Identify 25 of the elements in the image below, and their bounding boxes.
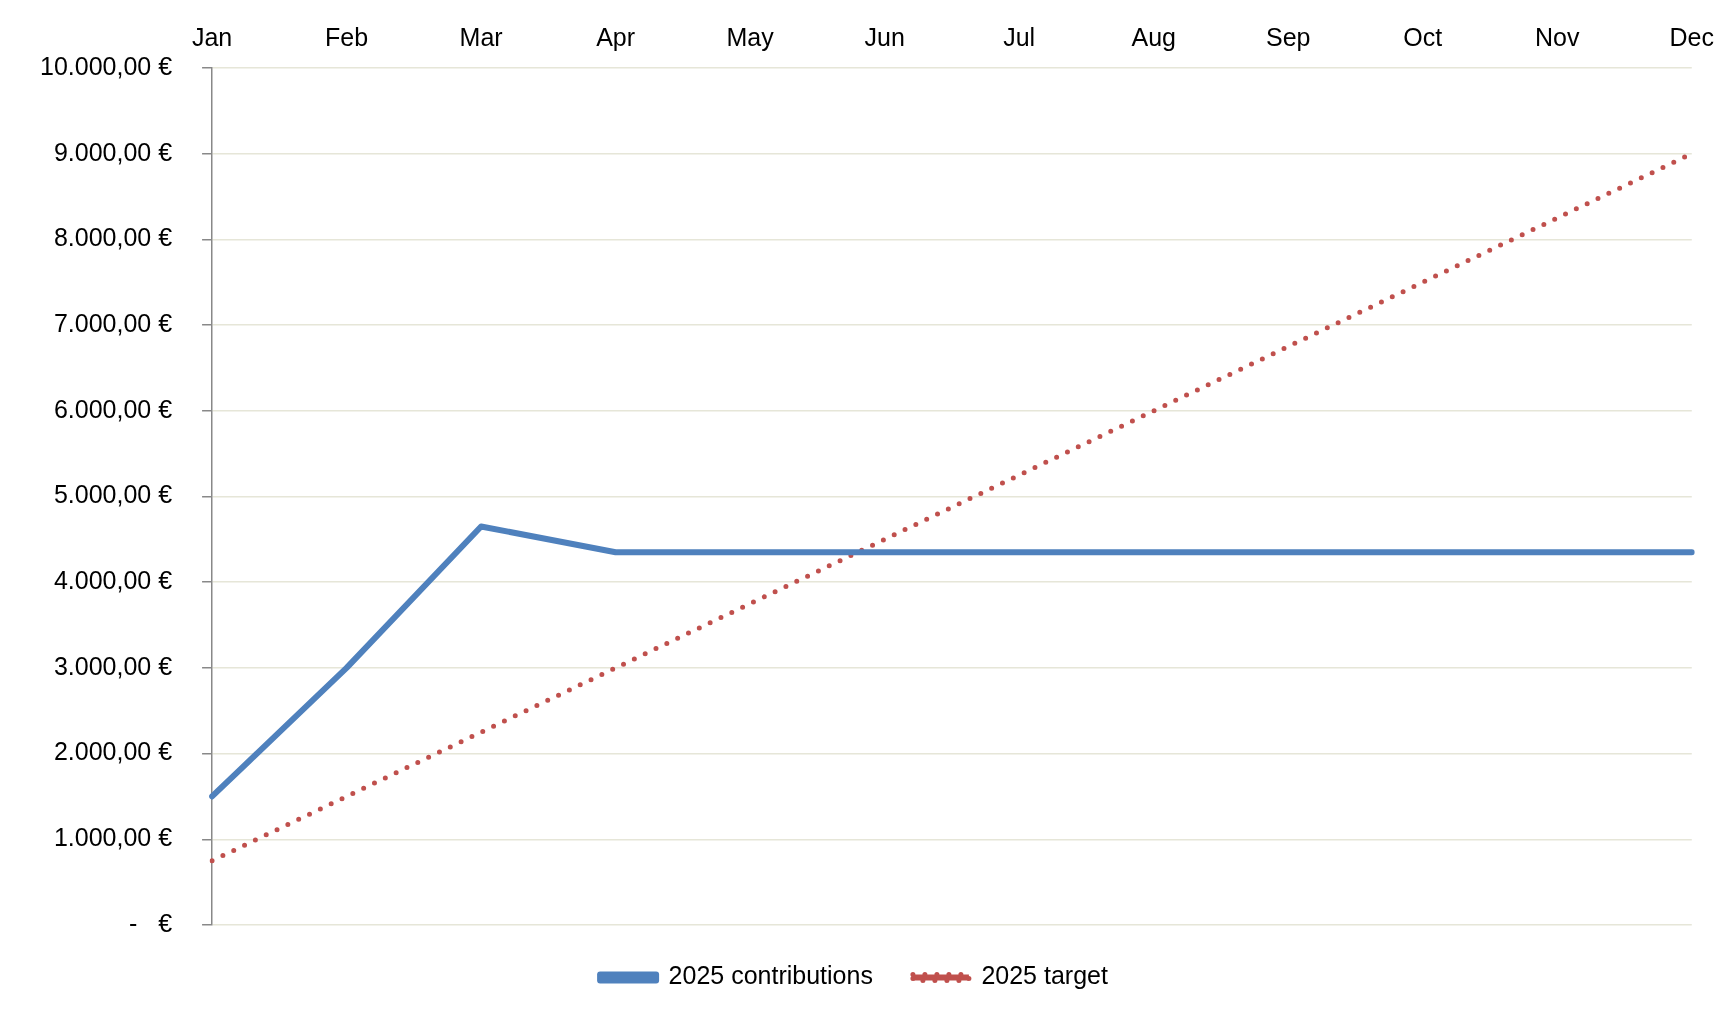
y-tick-label: 9.000,00 €: [53, 137, 173, 166]
y-tick-label: 5.000,00 €: [53, 480, 173, 509]
x-tick-label: Sep: [1265, 22, 1311, 51]
legend-label: 2025 target: [981, 961, 1108, 990]
y-tick-label: 3.000,00 €: [53, 651, 173, 680]
legend-label: 2025 contributions: [668, 961, 873, 990]
x-tick-label: Apr: [596, 22, 636, 51]
y-tick-label: - €: [128, 908, 173, 937]
y-tick-label: 1.000,00 €: [53, 823, 173, 852]
x-tick-label: Feb: [325, 22, 369, 51]
x-tick-label: Jan: [191, 22, 233, 51]
x-tick-label: Dec: [1669, 22, 1715, 51]
x-tick-label: Jun: [864, 22, 905, 51]
y-tick-label: 7.000,00 €: [53, 308, 173, 337]
x-tick-label: Aug: [1131, 22, 1176, 51]
x-tick-label: May: [726, 22, 775, 51]
y-tick-label: 10.000,00 €: [39, 51, 173, 80]
y-tick-label: 6.000,00 €: [53, 394, 173, 423]
x-tick-label: Jul: [1003, 22, 1036, 51]
x-tick-label: Nov: [1535, 22, 1580, 51]
y-tick-label: 4.000,00 €: [53, 566, 173, 595]
y-tick-label: 8.000,00 €: [53, 223, 173, 252]
y-tick-label: 2.000,00 €: [53, 737, 173, 766]
x-tick-label: Mar: [459, 22, 503, 51]
x-tick-label: Oct: [1403, 22, 1443, 51]
